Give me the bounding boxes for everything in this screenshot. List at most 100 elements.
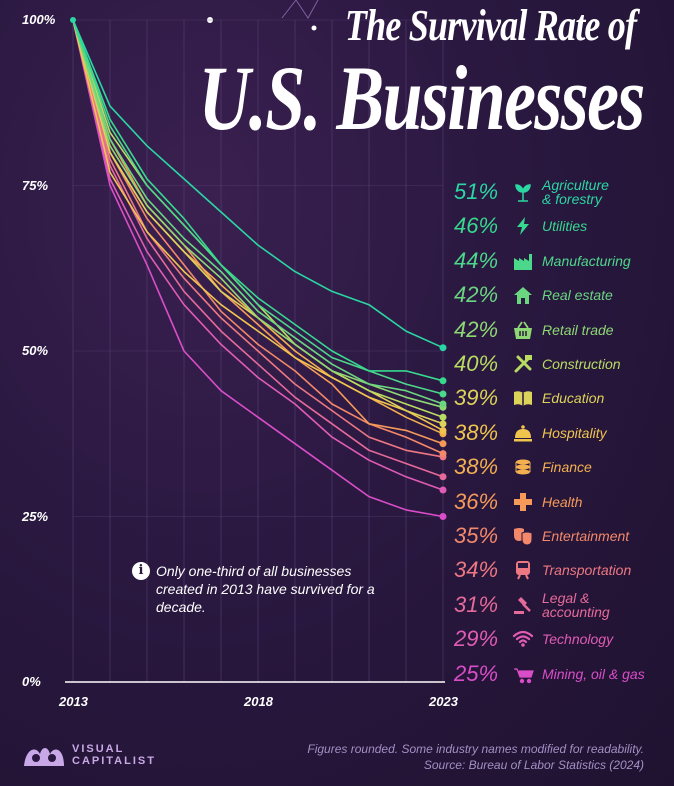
series-end-point-7: [439, 426, 447, 434]
series-line-4: [72, 19, 444, 409]
legend-label: Health: [542, 493, 583, 510]
legend-label: Finance: [542, 459, 592, 476]
legend-label: Mining, oil & gas: [542, 665, 645, 682]
legend-label: Utilities: [542, 218, 588, 235]
series-end-point-1: [439, 377, 447, 385]
series-end-point-0: [439, 344, 447, 352]
legend-label: Technology: [542, 631, 614, 648]
decorative-sparkles: [207, 0, 319, 31]
legend-item: 40% Construction: [454, 349, 621, 379]
lightning-icon: [510, 215, 536, 237]
legend-item: 29% Technology: [454, 624, 613, 654]
legend-item: 51% Agriculture & forestry: [454, 177, 609, 207]
series-end-point-3: [439, 400, 447, 408]
chart-title-line2: U.S. Businesses: [198, 47, 646, 149]
annotation-text: Only one-third of all businesses created…: [156, 563, 375, 615]
chart-title-line1: The Survival Rate of: [344, 1, 637, 50]
series-line-0: [72, 19, 444, 349]
legend-value: 46%: [454, 213, 499, 239]
legend-label: Transportation: [542, 562, 632, 579]
series-end-point-10: [439, 450, 447, 458]
series-line-12: [72, 19, 444, 478]
legend-value: 29%: [454, 626, 499, 652]
legend-item: 42% Real estate: [454, 280, 613, 310]
coins-icon: [510, 456, 536, 478]
info-icon: i: [132, 562, 150, 580]
bell-icon: [510, 422, 536, 444]
series-start-point: [70, 17, 76, 23]
train-icon: [510, 559, 536, 581]
masks-icon: [510, 525, 536, 547]
series-line-3: [72, 19, 444, 405]
legend-value: 40%: [454, 351, 499, 376]
legend-label: Education: [542, 390, 605, 407]
y-tick-label: 0%: [22, 674, 41, 689]
series-line-1: [72, 19, 444, 382]
legend-item: 46% Utilities: [454, 211, 587, 241]
series-end-point-12: [439, 473, 447, 481]
legend-item: 36% Health: [454, 487, 582, 517]
basket-icon: [510, 319, 536, 341]
legend-value: 38%: [454, 454, 499, 480]
legend-label: Legal & accounting: [542, 589, 610, 620]
annotation-note: i Only one-third of all businesses creat…: [132, 562, 392, 616]
legend-value: 36%: [454, 488, 499, 514]
x-tick-label: 2018: [244, 694, 273, 709]
y-tick-label: 100%: [22, 12, 56, 27]
legend-value: 39%: [454, 385, 499, 411]
legend-label: Construction: [542, 356, 621, 372]
legend-value: 25%: [454, 660, 499, 686]
series-line-13: [72, 19, 444, 491]
brand-logo-text: VISUAL CAPITALIST: [72, 743, 156, 767]
series-end-point-13: [439, 486, 447, 494]
legend-item: 44% Manufacturing: [454, 246, 631, 276]
x-tick-label: 2013: [59, 694, 88, 709]
book-icon: [510, 387, 536, 409]
brand-logo-icon: [24, 748, 64, 766]
series-end-point-9: [439, 440, 447, 448]
series-line-14: [72, 19, 444, 518]
factory-icon: [510, 250, 536, 272]
series-end-point-6: [439, 420, 447, 428]
legend-item: 39% Education: [454, 383, 604, 413]
chart-series: [70, 17, 447, 520]
legend-value: 34%: [454, 557, 499, 583]
legend-label: Retail trade: [542, 321, 614, 338]
series-end-point-2: [439, 390, 447, 398]
series-line-2: [72, 19, 444, 395]
series-line-10: [72, 19, 444, 455]
legend-item: 38% Finance: [454, 452, 592, 482]
legend-item: 42% Retail trade: [454, 315, 614, 345]
legend-value: 31%: [454, 591, 499, 617]
y-tick-label: 75%: [22, 177, 49, 193]
legend-item: 25% Mining, oil & gas: [454, 659, 645, 689]
legend-value: 42%: [454, 282, 499, 308]
series-line-7: [72, 19, 444, 432]
cross-icon: [510, 491, 536, 513]
series-end-point-5: [439, 413, 447, 421]
y-tick-label: 25%: [22, 508, 49, 524]
legend-item: 31% Legal & accounting: [454, 590, 610, 620]
legend-value: 51%: [454, 179, 499, 204]
series-line-9: [72, 19, 444, 445]
legend-item: 38% Hospitality: [454, 418, 607, 448]
footnote: Figures rounded. Some industry names mod…: [307, 741, 644, 773]
legend-label: Manufacturing: [542, 252, 631, 269]
legend-value: 38%: [454, 419, 499, 445]
legend-label: Real estate: [542, 287, 613, 304]
brand-logo: VISUAL CAPITALIST: [22, 740, 156, 770]
legend-item: 35% Entertainment: [454, 521, 629, 551]
wifi-icon: [510, 628, 536, 650]
x-tick-label: 2023: [429, 694, 458, 709]
legend-value: 35%: [454, 523, 499, 548]
sprout-icon: [510, 181, 536, 203]
legend-value: 42%: [454, 316, 499, 342]
y-tick-label: 50%: [22, 343, 49, 358]
gavel-icon: [510, 594, 536, 616]
wheelbarrow-icon: [510, 663, 536, 685]
tools-icon: [510, 353, 536, 375]
series-end-point-14: [439, 513, 447, 520]
legend-label: Entertainment: [542, 528, 630, 544]
legend-item: 34% Transportation: [454, 555, 631, 585]
